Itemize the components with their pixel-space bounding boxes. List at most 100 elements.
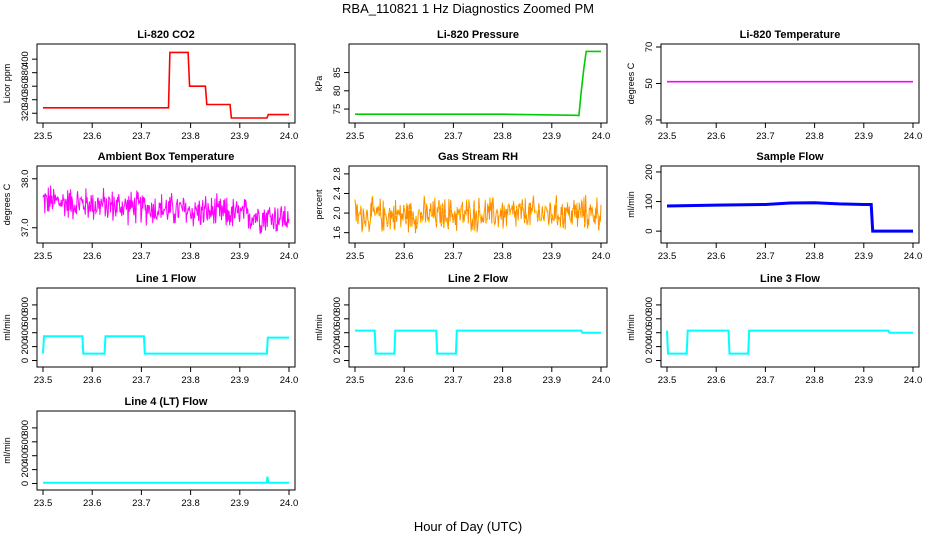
series-point <box>465 199 468 202</box>
series-point <box>592 217 595 220</box>
y-tick-label: 37.0 <box>20 219 31 238</box>
series-point <box>493 224 496 226</box>
series-point <box>408 209 410 211</box>
series-point <box>364 225 367 228</box>
panel-line4: Line 4 (LT) Flow ml/min 23.5 23.6 23.7 23.8 23… <box>2 396 298 509</box>
series-point <box>450 208 453 211</box>
y-axis-label: percent <box>314 189 324 220</box>
series-point <box>554 203 557 206</box>
series-point <box>522 209 524 212</box>
series-line <box>355 50 601 117</box>
x-tick-label: 24.0 <box>280 498 299 509</box>
series-point <box>497 225 500 228</box>
series-point <box>363 222 366 225</box>
series-point <box>448 198 450 201</box>
y-tick-label: 80 <box>332 86 343 97</box>
series-point <box>424 221 427 223</box>
y-axis-label: ml/min <box>2 314 12 341</box>
series-point <box>503 204 505 207</box>
series-point <box>388 211 390 213</box>
plot-frame <box>348 43 608 124</box>
series-point <box>355 220 358 222</box>
series-point <box>486 203 489 205</box>
series-point <box>468 199 470 202</box>
x-tick-label: 23.7 <box>132 251 151 262</box>
series-point <box>459 211 462 214</box>
y-tick-label: 0 <box>20 481 31 486</box>
series-point <box>367 219 369 222</box>
panel-title: Line 4 (LT) Flow <box>125 396 208 408</box>
x-tick-label: 23.5 <box>346 131 365 142</box>
y-tick-label: 800 <box>332 297 343 313</box>
series-point <box>381 230 383 232</box>
series-point <box>464 213 467 216</box>
series-point <box>513 216 516 219</box>
series-point <box>479 215 482 218</box>
series-point <box>431 215 434 218</box>
series-point <box>510 208 513 211</box>
series-point <box>489 197 491 200</box>
series-point <box>369 221 372 224</box>
series-point <box>470 229 473 232</box>
series-point <box>411 215 414 218</box>
x-tick-label: 23.7 <box>756 251 775 262</box>
series-point <box>584 222 586 225</box>
x-tick-label: 23.6 <box>83 498 102 509</box>
series-point <box>357 216 360 219</box>
x-tick-label: 23.6 <box>395 251 414 262</box>
series-point <box>550 216 552 219</box>
y-tick-label: 2.4 <box>332 187 343 200</box>
series-point <box>565 210 568 213</box>
series-point <box>488 204 490 207</box>
x-tick-label: 23.9 <box>543 375 562 386</box>
series-point <box>466 207 469 210</box>
panel-title: Line 1 Flow <box>136 273 196 285</box>
y-axis-label: degrees C <box>626 62 636 104</box>
series-point <box>423 195 426 198</box>
panel-title: Li-820 Temperature <box>740 29 841 41</box>
series-point <box>410 208 413 211</box>
x-tick-label: 23.6 <box>707 251 726 262</box>
y-tick-label: 200 <box>20 339 31 355</box>
series-point <box>354 199 356 202</box>
series-point <box>451 212 454 215</box>
series-point <box>543 219 545 222</box>
series-point <box>576 202 578 205</box>
x-tick-label: 23.7 <box>444 251 463 262</box>
series-point <box>417 210 420 213</box>
x-tick-label: 23.6 <box>395 131 414 142</box>
series-point <box>518 206 521 209</box>
panel-line2: Line 2 Flow ml/min 23.5 23.6 23.7 23.8 23.9 24.… <box>314 273 610 386</box>
series-point <box>490 201 493 204</box>
series-point <box>428 220 430 223</box>
y-axis-label: Licor ppm <box>2 64 12 104</box>
y-tick-label: 320 <box>20 105 31 121</box>
panel-title: Sample Flow <box>756 151 824 163</box>
x-tick-label: 23.5 <box>34 131 53 142</box>
series-point <box>414 218 416 221</box>
x-tick-label: 24.0 <box>280 131 299 142</box>
figure-title: RBA_110821 1 Hz Diagnostics Zoomed PM <box>342 1 594 16</box>
series-point <box>415 215 417 218</box>
plot-frame <box>36 410 296 491</box>
series-point <box>578 202 581 205</box>
series-point <box>530 213 532 216</box>
x-tick-label: 23.5 <box>346 251 365 262</box>
series-point <box>569 218 571 221</box>
series-point <box>515 225 517 227</box>
series-point <box>374 214 376 217</box>
x-tick-label: 23.9 <box>231 375 250 386</box>
series-point <box>358 211 361 214</box>
series-point <box>544 205 547 208</box>
series-point <box>597 213 599 216</box>
series-point <box>430 213 433 215</box>
series-point <box>539 219 542 222</box>
x-tick-label: 23.5 <box>34 375 53 386</box>
series-point <box>404 219 407 222</box>
series-point <box>581 216 584 219</box>
series-point <box>382 200 385 203</box>
series-point <box>433 197 436 200</box>
series-point <box>361 230 363 233</box>
series-point <box>524 197 527 200</box>
y-tick-label: 400 <box>20 325 31 341</box>
